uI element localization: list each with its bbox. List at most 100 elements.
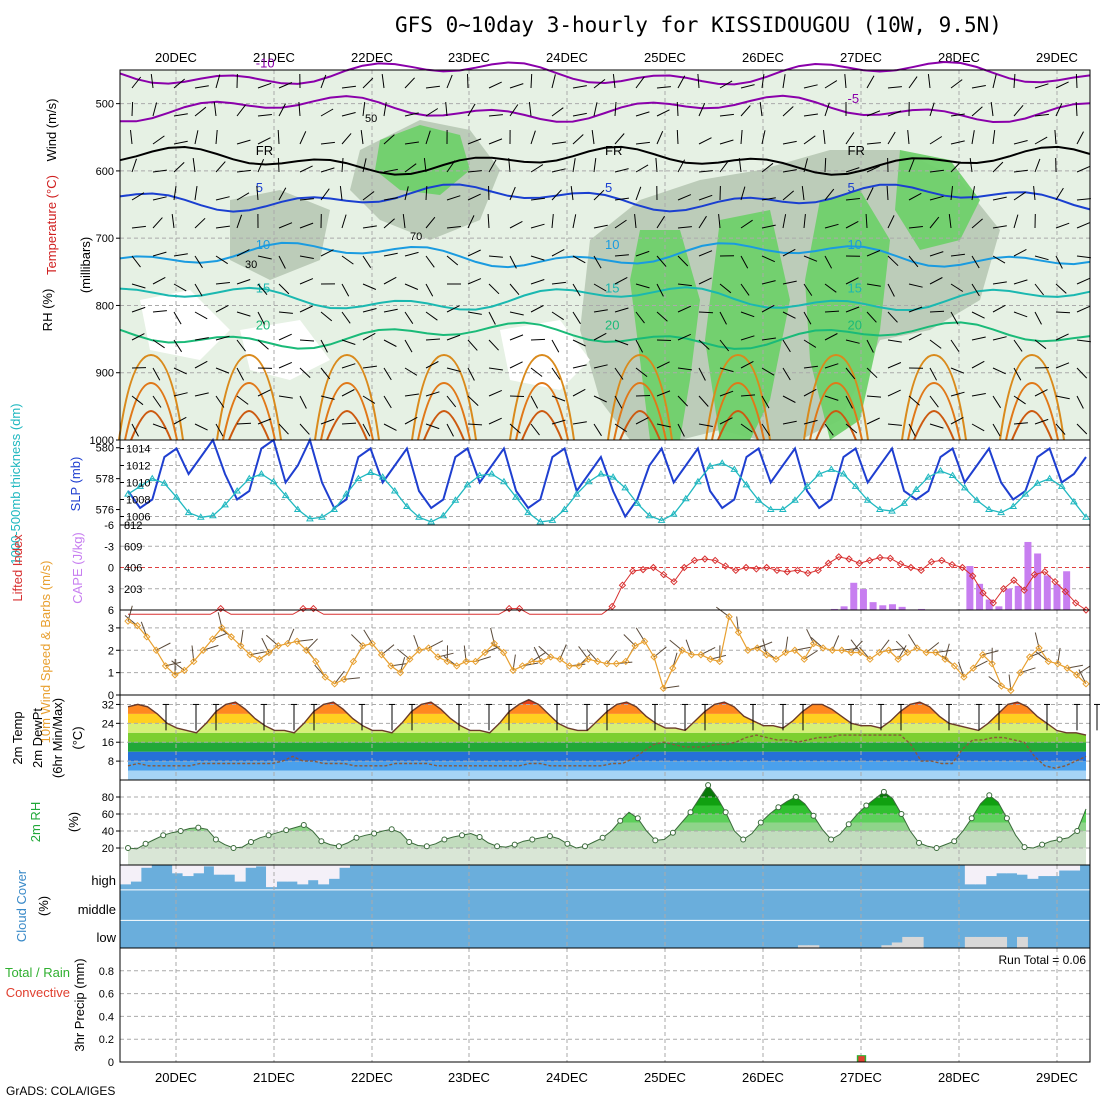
wind-barb (360, 130, 364, 145)
wind-speed-point (546, 653, 555, 661)
isotherm-line (119, 286, 1091, 312)
wind-barb (467, 73, 469, 89)
wind-speed-point (565, 662, 574, 670)
cape-bar (879, 605, 887, 610)
wind-barb (445, 102, 448, 117)
thickness-point (548, 516, 557, 523)
wind-barb (740, 394, 756, 397)
wind-speed-point (1035, 644, 1043, 652)
thickness-point (269, 477, 278, 485)
wind-barb (614, 168, 629, 173)
wind-barb (467, 395, 479, 406)
wind-speed-point (885, 646, 893, 654)
wind-barb (845, 367, 856, 380)
wind-barb (467, 367, 475, 381)
wind-barb (1034, 418, 1049, 425)
warm-contour (803, 353, 869, 441)
wind-barb (761, 74, 765, 89)
wind-speed-point (715, 657, 724, 666)
wind-barb (299, 367, 311, 378)
cloud-high-bar (245, 865, 257, 868)
cloud-high-bar (307, 865, 319, 881)
warm-contour (607, 353, 673, 441)
wind-barb (948, 214, 952, 229)
wind-barb (824, 80, 838, 89)
wind-barb (1013, 422, 1028, 425)
wind-barb (277, 129, 280, 145)
rh-shade-70 (805, 190, 890, 440)
cloud-high-bar (964, 865, 976, 885)
cloud-high-bar (266, 865, 277, 888)
wind-barb (152, 395, 162, 408)
wind-barb (341, 133, 352, 145)
thickness-point (221, 500, 229, 508)
thickness-point (512, 493, 520, 500)
wind-barb (215, 423, 224, 437)
wind-barb (131, 306, 146, 313)
cloud-high-bar (1058, 865, 1070, 871)
wind-barb (173, 283, 187, 292)
wind-barb (971, 186, 975, 201)
wind-barb (446, 423, 454, 437)
wind-barb (887, 86, 902, 89)
li-tick-label: 6 (108, 605, 114, 617)
wind-barb (488, 159, 497, 173)
wind-speed-point (734, 628, 743, 637)
wind-barb (845, 423, 858, 434)
rh-point (1021, 844, 1028, 851)
wind-barb (1055, 255, 1063, 269)
temp-axis-label-3: (6hr Min/Max) (50, 698, 65, 778)
wind-barb-10m (124, 615, 138, 627)
wind-barb (740, 255, 749, 269)
wind-barb (383, 423, 397, 431)
lifted-index-point (732, 566, 740, 575)
wind-barb (299, 339, 315, 342)
cloud-low-bar (975, 936, 987, 948)
precip-tick-label: 0.4 (99, 1011, 114, 1023)
wind-barb (152, 251, 167, 257)
cloud-high-bar (193, 865, 204, 874)
wind-barb (383, 339, 397, 347)
wind-barb (131, 333, 145, 341)
cloud-high-bar (1006, 865, 1018, 874)
wind-barb (929, 339, 942, 349)
wind-speed-point (302, 646, 311, 654)
wind-barb (236, 104, 246, 117)
wind-barb (971, 106, 983, 117)
thickness-point (536, 517, 545, 525)
wind-barb (866, 395, 882, 398)
wind-barb (278, 187, 287, 201)
wind-barb (551, 367, 561, 380)
wind-barb (362, 423, 371, 437)
warm-contour (717, 409, 759, 441)
wind-barb (425, 338, 441, 341)
wind-barb (614, 254, 629, 257)
wind-barb (402, 214, 406, 229)
wind-barb (1033, 186, 1036, 201)
lifted-index-point (1010, 576, 1018, 584)
wind-barb (194, 392, 209, 397)
thickness-point (245, 474, 254, 482)
li-tick-label: -6 (104, 520, 114, 532)
wind-barb (677, 226, 692, 229)
wind-barb (866, 367, 878, 379)
wind-barb (383, 168, 398, 173)
wind-barb (257, 311, 265, 325)
wind-barb-10m (586, 649, 598, 662)
wind-barb (194, 85, 209, 89)
wind-speed-point (828, 646, 837, 654)
wind-barb (614, 101, 617, 117)
cloud-level-low: low (96, 930, 116, 945)
lifted-index-point (896, 560, 905, 568)
wind-speed-point (236, 642, 245, 650)
wind-barb (803, 135, 816, 145)
wind-speed-point (396, 668, 405, 677)
wind-barb (257, 389, 271, 397)
wind-barb (866, 75, 875, 89)
wind-barb (866, 417, 880, 425)
wind-barb (425, 85, 440, 89)
wind-barb (1034, 389, 1048, 397)
cloud-high-bar (297, 865, 309, 885)
wind-barb (1034, 83, 1049, 89)
wind-barb (404, 77, 415, 89)
